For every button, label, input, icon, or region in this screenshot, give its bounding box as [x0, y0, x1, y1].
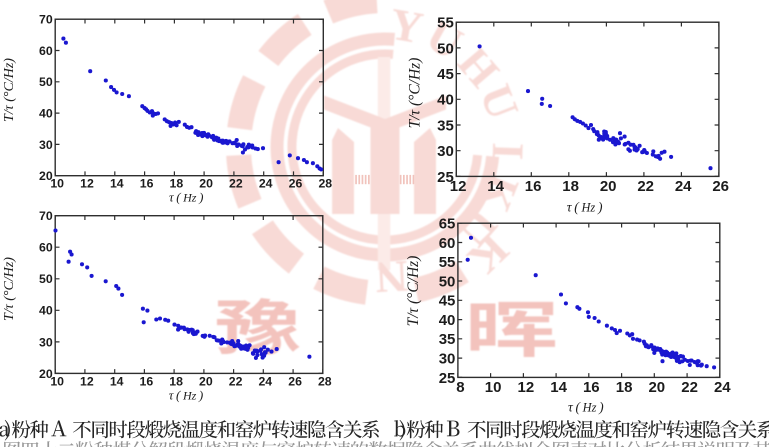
svg-text:20: 20: [39, 169, 53, 183]
svg-text:14: 14: [110, 177, 124, 191]
svg-text:50: 50: [439, 273, 456, 290]
svg-text:28: 28: [318, 374, 332, 388]
svg-text:20: 20: [600, 178, 617, 195]
svg-text:40: 40: [437, 92, 454, 109]
svg-text:70: 70: [39, 13, 53, 27]
svg-text:16: 16: [525, 178, 542, 195]
svg-text:14: 14: [550, 379, 567, 396]
svg-text:26: 26: [288, 374, 302, 388]
svg-text:26: 26: [712, 178, 729, 195]
svg-text:40: 40: [39, 304, 53, 318]
svg-text:60: 60: [439, 235, 456, 252]
svg-text:24: 24: [259, 177, 273, 191]
svg-text:8: 8: [456, 379, 464, 396]
svg-text:10: 10: [485, 379, 502, 396]
svg-text:20: 20: [199, 374, 213, 388]
svg-text:14: 14: [487, 178, 504, 195]
svg-text:16: 16: [583, 379, 600, 396]
svg-text:28: 28: [318, 177, 332, 191]
svg-text:30: 30: [437, 143, 454, 160]
svg-text:22: 22: [637, 178, 654, 195]
svg-text:35: 35: [437, 117, 454, 134]
svg-text:50: 50: [437, 40, 454, 57]
svg-text:55: 55: [439, 254, 456, 271]
svg-text:τ ( Hz ): τ ( Hz ): [567, 200, 603, 215]
svg-text:18: 18: [562, 178, 579, 195]
svg-text:60: 60: [39, 44, 53, 58]
svg-text:20: 20: [648, 379, 665, 396]
svg-text:50: 50: [39, 75, 53, 89]
svg-text:22: 22: [229, 374, 243, 388]
svg-text:22: 22: [229, 177, 243, 191]
svg-text:τ ( Hz ): τ ( Hz ): [568, 400, 604, 415]
svg-text:18: 18: [616, 379, 633, 396]
svg-text:18: 18: [170, 177, 184, 191]
svg-text:T/τ (°C/Hz): T/τ (°C/Hz): [405, 256, 422, 327]
svg-text:12: 12: [80, 177, 94, 191]
svg-text:26: 26: [289, 177, 303, 191]
svg-text:T/τ (°C/Hz): T/τ (°C/Hz): [2, 257, 17, 321]
svg-text:20: 20: [199, 177, 213, 191]
svg-text:22: 22: [681, 379, 698, 396]
svg-text:N: N: [374, 251, 409, 303]
svg-text:16: 16: [140, 177, 154, 191]
svg-text:10: 10: [50, 374, 64, 388]
svg-text:T/τ (°C/Hz): T/τ (°C/Hz): [2, 58, 17, 122]
svg-text:50: 50: [39, 272, 53, 286]
svg-text:25: 25: [439, 370, 456, 387]
svg-text:20: 20: [39, 367, 53, 381]
svg-text:12: 12: [450, 178, 467, 195]
svg-text:24: 24: [258, 374, 272, 388]
svg-text:18: 18: [169, 374, 183, 388]
svg-text:70: 70: [39, 209, 53, 223]
svg-text:35: 35: [439, 331, 456, 348]
svg-text:30: 30: [39, 138, 53, 152]
svg-text:65: 65: [439, 216, 456, 233]
svg-text:25: 25: [437, 169, 454, 186]
svg-text:16: 16: [140, 374, 154, 388]
svg-text:I: I: [483, 142, 534, 161]
svg-text:12: 12: [80, 374, 94, 388]
svg-text:τ ( Hz ): τ ( Hz ): [169, 190, 203, 205]
svg-text:30: 30: [439, 351, 456, 368]
svg-text:60: 60: [39, 241, 53, 255]
svg-text:14: 14: [110, 374, 124, 388]
svg-text:30: 30: [39, 335, 53, 349]
svg-text:45: 45: [439, 293, 456, 310]
svg-text:24: 24: [675, 178, 692, 195]
svg-text:24: 24: [714, 379, 731, 396]
svg-text:12: 12: [518, 379, 535, 396]
svg-text:55: 55: [437, 15, 454, 32]
svg-text:10: 10: [50, 177, 64, 191]
svg-text:40: 40: [39, 107, 53, 121]
svg-text:τ ( Hz ): τ ( Hz ): [169, 388, 203, 403]
svg-text:40: 40: [439, 312, 456, 329]
svg-text:T/τ (°C/Hz): T/τ (°C/Hz): [407, 58, 424, 129]
svg-text:45: 45: [437, 66, 454, 83]
